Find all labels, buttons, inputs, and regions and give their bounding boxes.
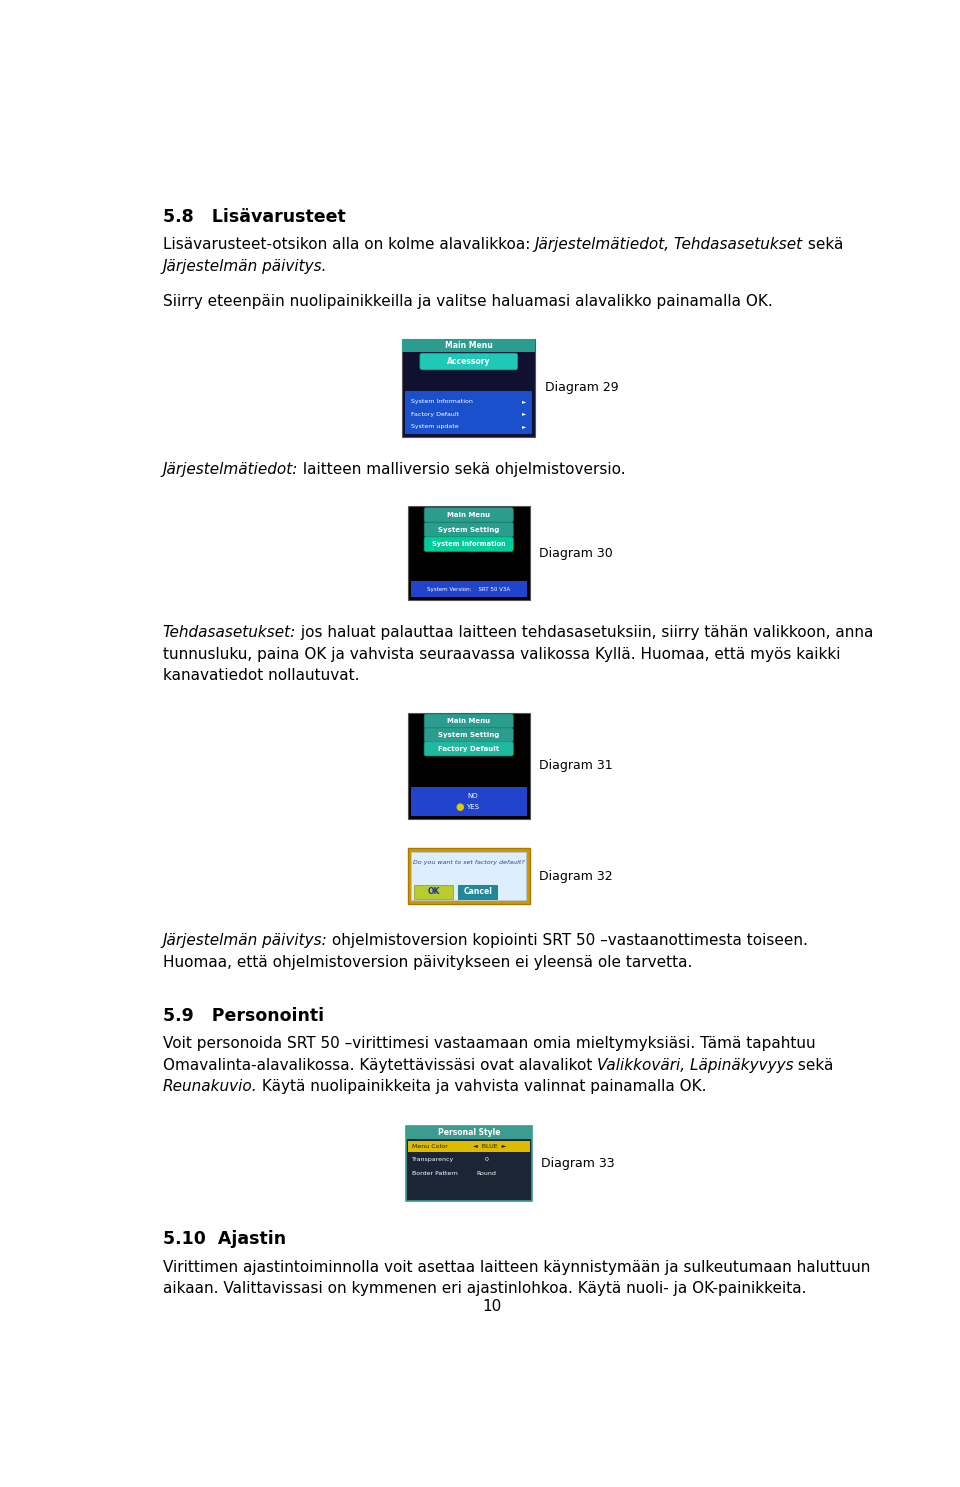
- Text: sekä: sekä: [803, 236, 844, 251]
- Text: Menu Color: Menu Color: [412, 1144, 448, 1149]
- Text: Lisävarusteet-otsikon alla on kolme alavalikkoa:: Lisävarusteet-otsikon alla on kolme alav…: [162, 236, 535, 251]
- FancyBboxPatch shape: [424, 714, 514, 729]
- Text: System update: System update: [412, 424, 459, 428]
- FancyBboxPatch shape: [406, 1126, 532, 1201]
- Text: 5.10  Ajastin: 5.10 Ajastin: [162, 1230, 286, 1248]
- FancyBboxPatch shape: [411, 852, 526, 900]
- FancyBboxPatch shape: [420, 354, 517, 370]
- Text: Diagram 29: Diagram 29: [544, 381, 618, 394]
- Text: YES: YES: [467, 804, 479, 810]
- Text: Diagram 31: Diagram 31: [540, 760, 612, 772]
- Text: Border Pattern: Border Pattern: [412, 1170, 458, 1176]
- Text: kanavatiedot nollautuvat.: kanavatiedot nollautuvat.: [162, 668, 359, 683]
- Text: Järjestelmän päivitys:: Järjestelmän päivitys:: [162, 932, 327, 949]
- Text: Siirry eteenpäin nuolipainikkeilla ja valitse haluamasi alavalikko painamalla OK: Siirry eteenpäin nuolipainikkeilla ja va…: [162, 294, 773, 309]
- FancyBboxPatch shape: [408, 849, 530, 904]
- Text: 0: 0: [484, 1157, 488, 1163]
- Text: Diagram 33: Diagram 33: [540, 1157, 614, 1170]
- Text: 5.9   Personointi: 5.9 Personointi: [162, 1007, 324, 1025]
- Text: laitteen malliversio sekä ohjelmistoversio.: laitteen malliversio sekä ohjelmistovers…: [298, 462, 626, 477]
- Text: System Information: System Information: [432, 541, 506, 547]
- Text: Käytä nuolipainikkeita ja vahvista valinnat painamalla OK.: Käytä nuolipainikkeita ja vahvista valin…: [257, 1080, 707, 1094]
- Text: Personal Style: Personal Style: [438, 1129, 500, 1138]
- FancyBboxPatch shape: [402, 339, 536, 437]
- Text: ohjelmistoversion kopiointi SRT 50 –vastaanottimesta toiseen.: ohjelmistoversion kopiointi SRT 50 –vast…: [327, 932, 808, 949]
- Text: Huomaa, että ohjelmistoversion päivitykseen ei yleensä ole tarvetta.: Huomaa, että ohjelmistoversion päivityks…: [162, 955, 692, 970]
- FancyBboxPatch shape: [411, 581, 527, 598]
- Text: ►: ►: [522, 424, 526, 428]
- Text: ►: ►: [522, 399, 526, 404]
- Text: ◄  BLUE  ►: ◄ BLUE ►: [472, 1144, 506, 1149]
- FancyBboxPatch shape: [424, 537, 514, 552]
- Text: 5.8   Lisävarusteet: 5.8 Lisävarusteet: [162, 208, 346, 226]
- FancyBboxPatch shape: [408, 1141, 530, 1152]
- Text: ●: ●: [455, 801, 464, 812]
- Text: Omavalinta-alavalikossa. Käytettävissäsi ovat alavalikot: Omavalinta-alavalikossa. Käytettävissäsi…: [162, 1057, 597, 1072]
- Text: Valikkoväri, Läpinäkyvyys: Valikkoväri, Läpinäkyvyys: [597, 1057, 794, 1072]
- Text: System Setting: System Setting: [438, 526, 499, 532]
- Text: System Version:    SRT 50 V3A: System Version: SRT 50 V3A: [427, 587, 511, 592]
- Text: Main Menu: Main Menu: [447, 512, 491, 517]
- Text: Cancel: Cancel: [464, 888, 492, 897]
- Text: Reunakuvio.: Reunakuvio.: [162, 1080, 257, 1094]
- Text: Järjestelmätiedot, Tehdasasetukset: Järjestelmätiedot, Tehdasasetukset: [535, 236, 803, 251]
- FancyBboxPatch shape: [408, 712, 530, 819]
- Text: Virittimen ajastintoiminnolla voit asettaa laitteen käynnistymään ja sulkeutumaa: Virittimen ajastintoiminnolla voit asett…: [162, 1259, 870, 1274]
- Text: Voit personoida SRT 50 –virittimesi vastaamaan omia mieltymyksiäsi. Tämä tapahtu: Voit personoida SRT 50 –virittimesi vast…: [162, 1036, 815, 1051]
- FancyBboxPatch shape: [408, 507, 530, 601]
- Text: jos haluat palauttaa laitteen tehdasasetuksiin, siirry tähän valikkoon, anna: jos haluat palauttaa laitteen tehdasaset…: [296, 625, 874, 639]
- Text: Main Menu: Main Menu: [447, 718, 491, 724]
- FancyBboxPatch shape: [424, 742, 514, 755]
- Text: Tehdasasetukset:: Tehdasasetukset:: [162, 625, 296, 639]
- Text: System Setting: System Setting: [438, 732, 499, 738]
- FancyBboxPatch shape: [402, 339, 536, 352]
- Text: Do you want to set factory default?: Do you want to set factory default?: [413, 861, 524, 865]
- Text: Factory Default: Factory Default: [438, 746, 499, 752]
- Text: ►: ►: [522, 412, 526, 416]
- FancyBboxPatch shape: [424, 507, 514, 522]
- FancyBboxPatch shape: [458, 885, 497, 898]
- FancyBboxPatch shape: [424, 522, 514, 537]
- Text: Main Menu: Main Menu: [444, 341, 492, 349]
- Text: Diagram 32: Diagram 32: [540, 870, 612, 883]
- Text: 10: 10: [482, 1300, 502, 1315]
- Text: Round: Round: [476, 1170, 496, 1176]
- FancyBboxPatch shape: [405, 391, 532, 434]
- Text: Järjestelmän päivitys.: Järjestelmän päivitys.: [162, 259, 327, 274]
- Text: Transparency: Transparency: [412, 1157, 454, 1163]
- Text: Järjestelmätiedot:: Järjestelmätiedot:: [162, 462, 298, 477]
- Text: NO: NO: [468, 793, 478, 799]
- Text: sekä: sekä: [794, 1057, 834, 1072]
- FancyBboxPatch shape: [414, 885, 453, 898]
- Text: Diagram 30: Diagram 30: [540, 547, 613, 561]
- Text: System Information: System Information: [412, 399, 473, 404]
- Text: Factory Default: Factory Default: [412, 412, 460, 416]
- FancyBboxPatch shape: [411, 787, 527, 816]
- FancyBboxPatch shape: [424, 727, 514, 742]
- Text: Accessory: Accessory: [447, 357, 491, 366]
- Text: aikaan. Valittavissasi on kymmenen eri ajastinlohkoa. Käytä nuoli- ja OK-painikk: aikaan. Valittavissasi on kymmenen eri a…: [162, 1282, 806, 1297]
- Text: OK: OK: [427, 888, 440, 897]
- Text: tunnusluku, paina OK ja vahvista seuraavassa valikossa Kyllä. Huomaa, että myös : tunnusluku, paina OK ja vahvista seuraav…: [162, 647, 840, 662]
- FancyBboxPatch shape: [406, 1126, 532, 1139]
